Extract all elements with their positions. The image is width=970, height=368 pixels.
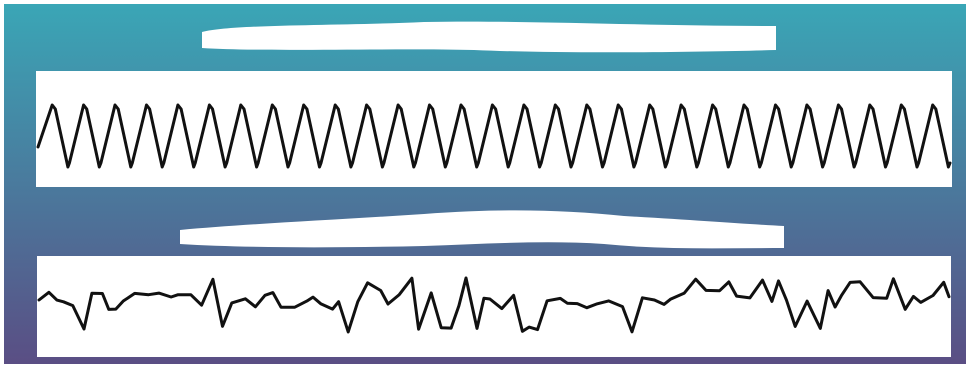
irregular-wave-trace [37, 276, 951, 334]
redacted-label-top [202, 21, 776, 53]
wave-path [36, 103, 952, 169]
wave-path [37, 276, 951, 334]
gradient-frame [4, 4, 966, 364]
regular-wave-trace [36, 103, 952, 169]
waveform-panel-regular [36, 71, 952, 187]
redacted-label-bottom [180, 210, 784, 249]
waveform-panel-irregular [37, 256, 951, 357]
